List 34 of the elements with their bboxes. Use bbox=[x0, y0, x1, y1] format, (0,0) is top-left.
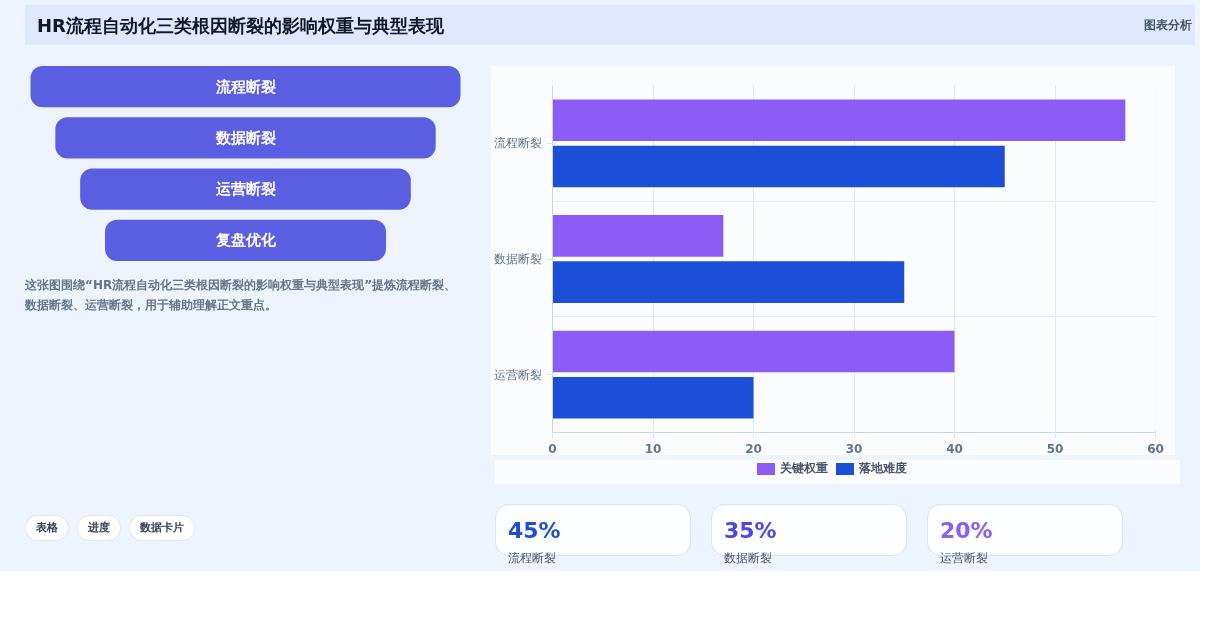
text: 数据断裂 bbox=[724, 550, 773, 568]
text: 运营断裂 bbox=[940, 550, 989, 568]
text: 35% bbox=[724, 517, 777, 545]
y-tick-label: 流程断裂 bbox=[493, 136, 542, 151]
category-label: 流程断裂 bbox=[214, 77, 276, 96]
text: 进度 bbox=[77, 515, 121, 541]
category-label: 复盘优化 bbox=[214, 231, 277, 250]
text: HR流程自动化三类根因断裂的影响权重与典型表现 bbox=[37, 14, 444, 38]
legend-label: 关键权重 bbox=[779, 461, 828, 475]
x-tick-label: 40 bbox=[946, 441, 963, 456]
text: 表格 bbox=[25, 515, 69, 541]
y-tick-label: 数据断裂 bbox=[493, 252, 542, 266]
text: 这张图围绕“HR流程自动化三类根因断裂的影响权重与典型表现”提炼流程断裂、数据断裂、运营断裂，用于辅助理解正文重点。 bbox=[25, 277, 458, 315]
bar bbox=[552, 261, 905, 303]
x-tick-label: 60 bbox=[1147, 441, 1164, 456]
category-label: 数据断裂 bbox=[214, 128, 276, 147]
x-tick-label: 30 bbox=[845, 441, 863, 456]
text: 数据卡片 bbox=[129, 515, 195, 541]
text: 20% bbox=[940, 517, 993, 545]
x-tick-label: 50 bbox=[1046, 441, 1064, 456]
bar bbox=[552, 376, 754, 419]
x-tick-label: 10 bbox=[644, 441, 662, 456]
bar bbox=[552, 330, 955, 373]
y-tick-label: 运营断裂 bbox=[493, 367, 542, 382]
text: 流程断裂 bbox=[508, 550, 557, 568]
bar bbox=[552, 215, 724, 257]
text: 45% bbox=[508, 517, 561, 545]
bar bbox=[552, 145, 1005, 188]
legend-label: 落地难度 bbox=[858, 461, 907, 475]
x-tick-label: 20 bbox=[745, 441, 762, 456]
category-label: 运营断裂 bbox=[214, 180, 276, 199]
x-tick-label: 0 bbox=[548, 441, 557, 456]
text: 图表分析 bbox=[1144, 17, 1192, 35]
bar bbox=[552, 99, 1126, 142]
